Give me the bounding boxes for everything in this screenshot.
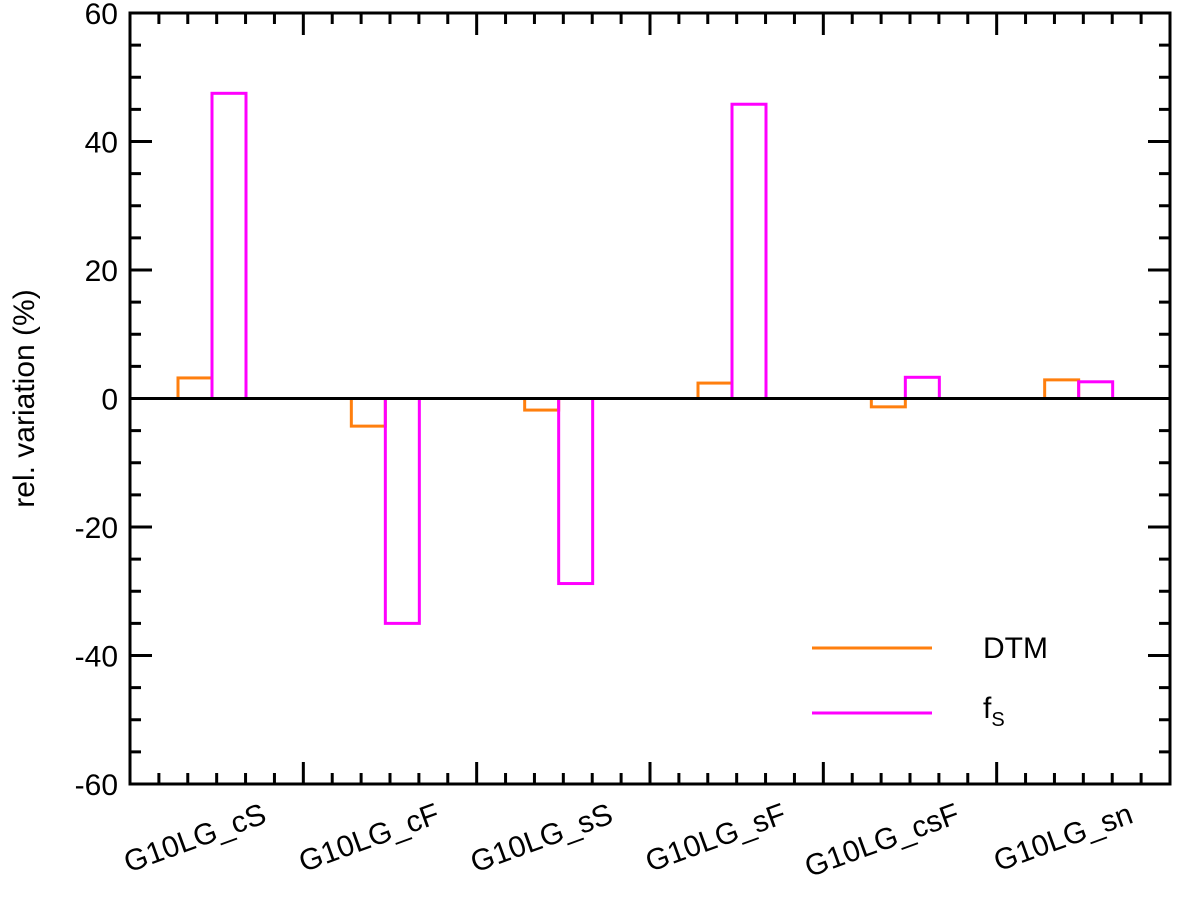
legend-label-dtm: DTM [983,632,1048,665]
x-category-label: G10LG_sS [466,798,617,880]
x-category-label: G10LG_cF [295,798,444,879]
legend-label-fs-main: f [983,692,992,725]
legend-label-fs: fS [983,692,1005,731]
bar-fs-1 [383,397,421,625]
bar-fs-3 [730,102,768,401]
x-category-label: G10LG_cS [120,798,271,880]
y-tick-label: 0 [101,384,118,417]
plot-frame [128,11,1172,786]
x-category-label: G10LG_sn [989,798,1137,879]
y-tick-label: -20 [75,512,118,545]
dtm-bars [176,376,1081,428]
bar-fs-0 [210,91,248,400]
x-category-labels: G10LG_cS G10LG_cF G10LG_sS G10LG_sF G10LG_cs… [120,798,1137,884]
bar-fs-4 [903,375,941,400]
y-tick-label: 40 [85,127,118,160]
y-tick-label: -60 [75,769,118,802]
bar-dtm-3 [696,381,734,400]
y-tick-label: 20 [85,255,118,288]
y-tick-labels: -60 -40 -20 0 20 40 60 [75,0,118,802]
y-tick-label: 60 [85,0,118,31]
bar-dtm-2 [523,397,561,412]
bar-dtm-5 [1043,378,1081,400]
bar-dtm-0 [176,376,214,401]
x-category-label: G10LG_csF [800,798,963,884]
bar-dtm-1 [349,397,387,428]
bar-fs-5 [1077,380,1115,401]
y-tick-label: -40 [75,641,118,674]
x-category-label: G10LG_sF [641,798,790,879]
fs-bars [210,91,1115,625]
y-axis-label: rel. variation (%) [8,289,41,507]
axis-ticks [130,11,1170,786]
legend: DTM fS [812,632,1048,731]
legend-label-fs-sub: S [991,709,1004,731]
bar-fs-2 [557,397,595,586]
